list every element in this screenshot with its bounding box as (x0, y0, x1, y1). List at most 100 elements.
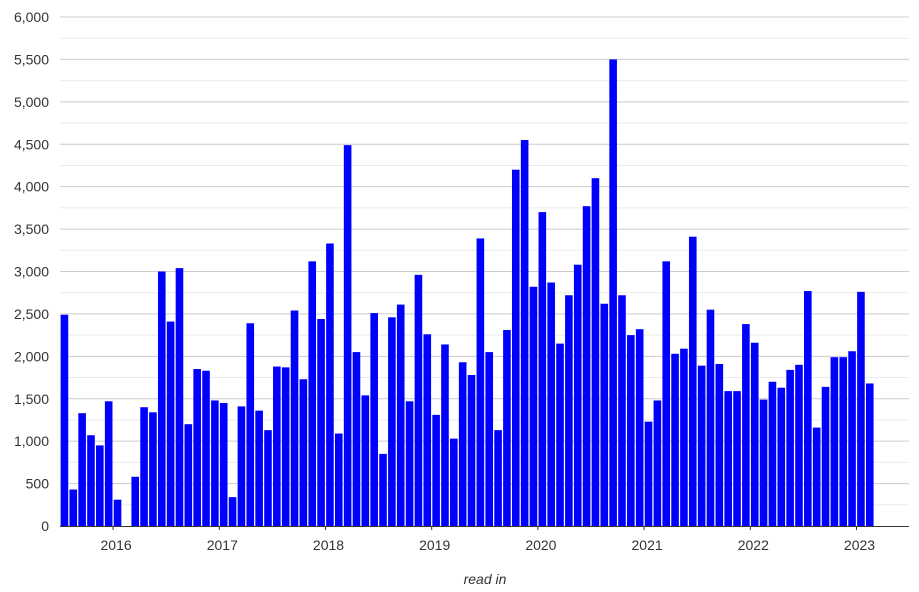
bar: 2016-04: 1400 (140, 407, 148, 526)
bar: 2016-11: 1830 (202, 370, 210, 526)
bar: 2023-01: 2760 (857, 291, 865, 526)
bar: 2016-09: 1200 (184, 424, 193, 526)
x-tick-label: 2022 (738, 537, 769, 553)
bar: 2017-04: 2390 (246, 323, 255, 526)
bar: 2022-09: 1640 (821, 386, 830, 526)
bar: 2015-07: 2490 (60, 314, 69, 526)
x-tick-label: 2021 (632, 537, 663, 553)
bar: 2020-10: 2720 (618, 295, 626, 526)
bar: 2015-09: 1330 (78, 413, 86, 526)
bar: 2022-03: 1700 (768, 381, 777, 526)
bar: 2016-10: 1850 (193, 369, 201, 526)
bar: 2017-09: 2540 (290, 310, 299, 526)
bar: 2020-02: 2870 (547, 282, 555, 526)
bar: 2019-06: 3390 (476, 238, 485, 527)
y-tick-label: 1,000 (14, 433, 49, 449)
y-tick-label: 0 (41, 518, 49, 534)
bar: 2021-12: 2380 (742, 324, 750, 526)
bar: 2021-03: 3120 (662, 261, 671, 526)
bar: 2022-02: 1490 (759, 399, 768, 526)
bar: 2022-08: 1160 (812, 427, 821, 526)
bar: 2020-09: 5500 (609, 59, 617, 527)
bar: 2018-10: 1470 (405, 401, 414, 526)
bar: 2021-05: 2090 (680, 348, 688, 526)
bar: 2017-12: 2440 (317, 319, 325, 526)
bar: 2017-11: 3120 (308, 261, 317, 526)
bar: 2019-01: 1310 (432, 414, 440, 526)
bar: 2018-12: 2260 (423, 334, 432, 526)
x-axis-title: read in (464, 571, 507, 587)
bar: 2017-06: 1130 (264, 430, 272, 526)
bar: 2016-06: 3000 (157, 271, 166, 526)
bar: 2021-10: 1590 (724, 391, 732, 526)
bar: 2020-11: 2250 (627, 335, 635, 527)
y-tick-label: 5,000 (14, 94, 49, 110)
bar: 2020-12: 2320 (635, 329, 644, 526)
bar: 2019-02: 2140 (441, 344, 449, 526)
bar: 2022-12: 2060 (848, 351, 856, 526)
y-tick-label: 3,500 (14, 221, 49, 237)
bar: 2021-08: 2550 (706, 309, 715, 526)
bar: 2018-01: 3330 (326, 243, 334, 526)
bar: 2018-02: 1090 (334, 433, 343, 526)
bar: 2020-03: 2150 (556, 343, 564, 526)
bar: 2017-02: 340 (228, 497, 237, 526)
bar: 2020-05: 3080 (573, 264, 582, 526)
bar: 2016-07: 2410 (166, 321, 175, 526)
bar: 2016-05: 1340 (149, 412, 157, 526)
x-tick-label: 2016 (101, 537, 132, 553)
y-tick-label: 2,000 (14, 348, 49, 364)
y-tick-label: 2,500 (14, 306, 49, 322)
bar: 2016-12: 1480 (211, 400, 219, 526)
bar: 2022-06: 1900 (795, 364, 803, 526)
bar: 2022-05: 1840 (786, 369, 794, 526)
bar: 2019-11: 4550 (520, 140, 529, 526)
bar: 2017-10: 1730 (299, 379, 308, 526)
gridlines (60, 16, 909, 506)
bar: 2020-08: 2620 (600, 303, 609, 526)
bar: 2021-01: 1230 (644, 421, 653, 526)
bar: 2021-09: 1910 (715, 363, 724, 526)
y-tick-label: 1,500 (14, 391, 49, 407)
bar: 2019-10: 4200 (511, 169, 520, 526)
bar: 2021-11: 1590 (733, 391, 741, 526)
bar: 2018-03: 4490 (343, 145, 352, 526)
bar: 2018-09: 2610 (396, 304, 405, 526)
y-tick-label: 3,000 (14, 264, 49, 280)
y-tick-label: 4,000 (14, 179, 49, 195)
bar: 2016-08: 3040 (175, 268, 184, 526)
bar: 2017-05: 1360 (255, 410, 263, 526)
bar: 2015-10: 1070 (87, 435, 95, 526)
bar: 2016-03: 580 (131, 476, 140, 526)
x-tick-label: 2023 (844, 537, 875, 553)
bar: 2020-07: 4100 (591, 178, 600, 526)
bar: 2019-08: 1130 (494, 430, 502, 526)
y-tick-label: 4,500 (14, 136, 49, 152)
bar: 2022-07: 2770 (804, 291, 812, 526)
bar: 2016-01: 310 (113, 499, 122, 526)
bar: 2018-08: 2460 (388, 317, 396, 526)
bar: 2019-09: 2310 (503, 330, 511, 526)
bar: 2022-01: 2160 (750, 342, 759, 526)
bar: 2017-03: 1410 (237, 406, 246, 526)
bar: 2021-02: 1480 (653, 400, 662, 526)
bar: 2015-08: 430 (69, 489, 78, 526)
x-tick-label: 2020 (525, 537, 556, 553)
x-tick-label: 2018 (313, 537, 344, 553)
bar: 2019-12: 2820 (529, 286, 538, 526)
x-tick-label: 2019 (419, 537, 450, 553)
bar: 2017-08: 1870 (281, 367, 290, 526)
y-tick-label: 500 (26, 476, 50, 492)
y-tick-label: 6,000 (14, 9, 49, 25)
bar: 2021-04: 2030 (671, 353, 679, 526)
bar: 2017-07: 1880 (273, 366, 281, 526)
bar: 2021-06: 3410 (688, 236, 697, 526)
bar: 2018-05: 1540 (361, 395, 370, 526)
bar: 2018-06: 2510 (370, 313, 378, 526)
bar: 2019-07: 2050 (485, 352, 494, 526)
bar: 2022-04: 1630 (777, 387, 786, 526)
bar: 2015-11: 950 (96, 445, 104, 526)
bar: 2018-11: 2960 (414, 274, 423, 526)
